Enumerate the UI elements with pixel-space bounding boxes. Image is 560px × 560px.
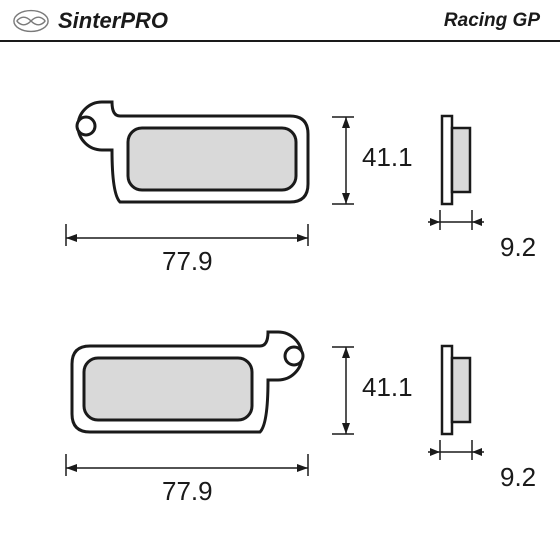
brand-name: SinterPRO <box>58 8 168 34</box>
header-bar: SinterPRO Racing GP <box>0 0 560 42</box>
dim-height-top-label: 41.1 <box>362 142 413 173</box>
product-line: Racing GP <box>444 10 540 32</box>
dim-thick-bottom <box>426 440 496 480</box>
dim-width-top-label: 77.9 <box>162 246 213 277</box>
dim-thick-bottom-label: 9.2 <box>500 462 536 493</box>
header-left: SinterPRO <box>12 8 168 34</box>
dim-thick-top-label: 9.2 <box>500 232 536 263</box>
brake-pad-top <box>60 94 320 224</box>
brand-logo-icon <box>12 8 50 34</box>
side-profile-bottom <box>440 344 484 438</box>
diagram-area: 41.1 77.9 9.2 41.1 <box>0 42 560 554</box>
brake-pad-bottom <box>60 324 320 454</box>
dim-height-bottom-label: 41.1 <box>362 372 413 403</box>
dim-thick-top <box>426 210 496 250</box>
side-profile-top <box>440 114 484 208</box>
dim-width-bottom-label: 77.9 <box>162 476 213 507</box>
